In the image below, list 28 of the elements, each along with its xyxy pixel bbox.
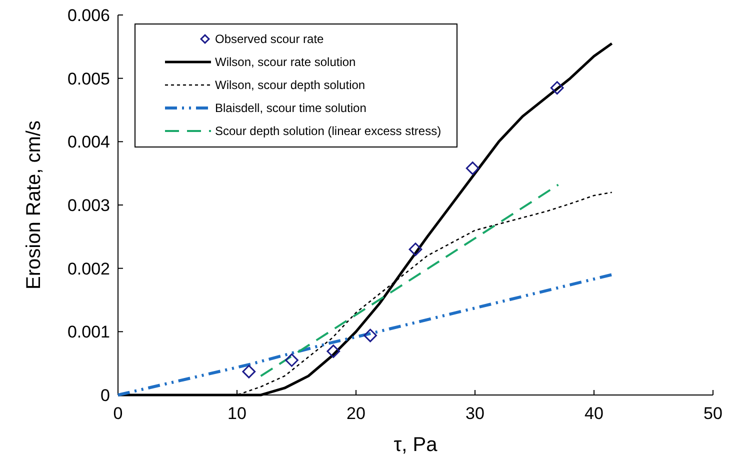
y-tick-label: 0 — [100, 386, 110, 405]
x-tick-label: 30 — [466, 404, 484, 423]
point — [364, 328, 377, 342]
point — [326, 344, 340, 358]
point — [550, 81, 564, 95]
line-series — [116, 273, 614, 396]
x-tick-label: 50 — [704, 404, 722, 423]
y-tick-label: 0.006 — [67, 6, 110, 25]
y-tick-label: 0.005 — [67, 69, 110, 88]
y-tick-label: 0.003 — [67, 196, 110, 215]
legend-label: Observed scour rate — [215, 32, 324, 46]
x-tick-label: 0 — [113, 404, 123, 423]
y-axis-title: Erosion Rate, cm/s — [23, 120, 45, 290]
x-tick-label: 20 — [346, 404, 366, 423]
legend-label: Blaisdell, scour time solution — [215, 101, 366, 115]
point — [242, 364, 256, 378]
y-tick-label: 0.004 — [67, 132, 110, 152]
point — [466, 162, 480, 175]
x-axis-title: τ, Pa — [394, 434, 438, 456]
x-tick-label: 40 — [584, 404, 604, 423]
point — [408, 242, 422, 256]
x-tick-label: 10 — [228, 404, 246, 423]
legend-label: Wilson, scour depth solution — [215, 78, 366, 92]
legend-label: Scour depth solution (linear excess stress) — [215, 124, 442, 138]
y-tick-label: 0.002 — [67, 259, 110, 278]
y-tick-label: 0.001 — [67, 322, 110, 342]
point — [285, 353, 298, 367]
legend-label: Wilson, scour rate solution — [215, 55, 356, 69]
